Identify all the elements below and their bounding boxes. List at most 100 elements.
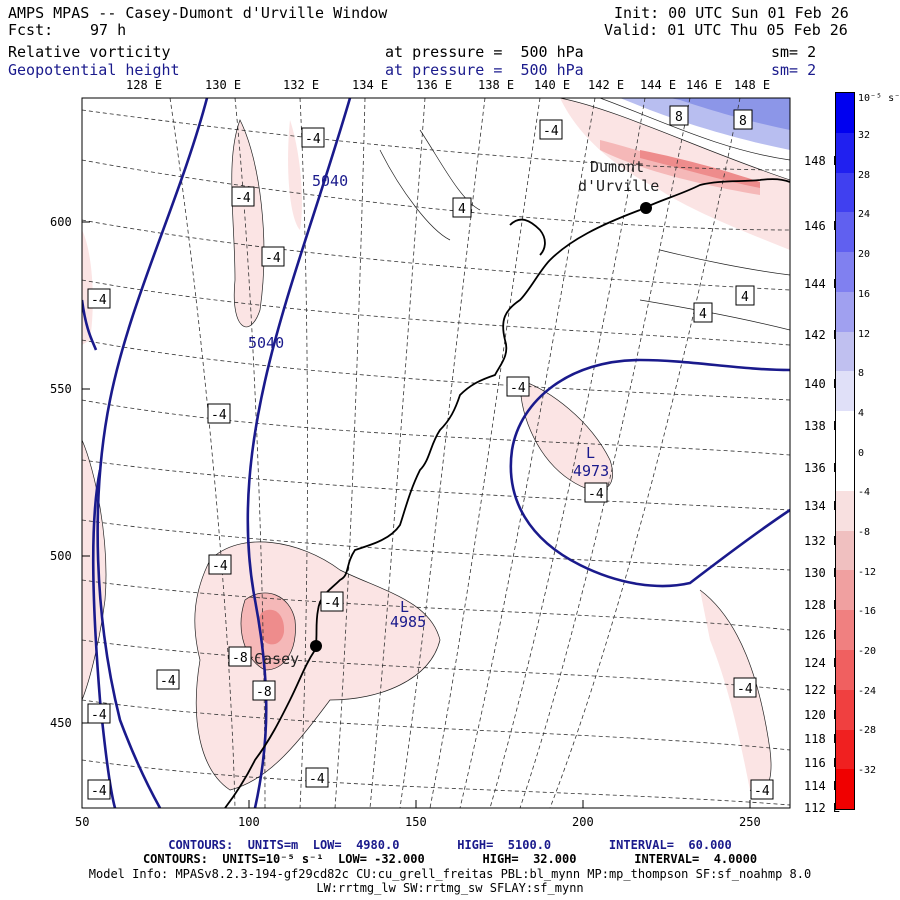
contour-label: -8 xyxy=(232,651,248,666)
colorbar-swatch xyxy=(836,93,854,133)
x-axis-label: 150 xyxy=(405,815,427,829)
colorbar-swatch xyxy=(836,331,854,372)
colorbar-label: 12 xyxy=(858,329,871,340)
height-label: 4973 xyxy=(573,462,609,480)
height-contour-info: CONTOURS: UNITS=m LOW= 4980.0 HIGH= 5100… xyxy=(168,838,732,852)
lon-label: 146 E xyxy=(686,78,723,92)
contour-label: -4 xyxy=(588,487,604,502)
station-label-dumont: Dumont xyxy=(590,158,644,176)
colorbar-swatch xyxy=(836,530,854,571)
contour-label: -4 xyxy=(211,408,227,423)
contour-label: 4 xyxy=(741,290,749,305)
y-axis-label: 600 xyxy=(50,215,72,229)
contour-label: 8 xyxy=(675,110,683,125)
contour-label: -4 xyxy=(235,191,251,206)
field2-name: Geopotential height xyxy=(8,61,180,79)
colorbar-label: -24 xyxy=(858,686,877,697)
colorbar-label: -8 xyxy=(858,527,871,538)
valid-time: Valid: 01 UTC Thu 05 Feb 26 xyxy=(604,21,848,39)
lon-label: 148 E xyxy=(734,78,771,92)
colorbar-swatch xyxy=(836,411,854,452)
colorbar-label: 0 xyxy=(858,448,865,459)
colorbar-label: -20 xyxy=(858,646,877,657)
height-contours xyxy=(82,98,790,808)
low-marker: L xyxy=(400,598,409,616)
lon-label: 138 E xyxy=(478,78,515,92)
map-content: -4 -4 -4 -4 -4 -4 -4 -4 -8 -8 -4 -4 -4 -… xyxy=(82,98,790,808)
y-axis-label: 500 xyxy=(50,549,72,563)
colorbar-label: 24 xyxy=(858,209,871,220)
height-labels: 5040 5040 4973 4985 L L xyxy=(248,172,609,631)
field1-name: Relative vorticity xyxy=(8,43,171,61)
contour-label: -4 xyxy=(324,596,340,611)
height-label: 5040 xyxy=(248,334,284,352)
contour-label: -4 xyxy=(91,293,107,308)
contour-label: -4 xyxy=(543,124,559,139)
x-axis-label: 250 xyxy=(739,815,761,829)
vorticity-shading-max xyxy=(257,150,760,645)
contour-label: -4 xyxy=(91,784,107,799)
station-label-durville: d'Urville xyxy=(578,177,659,195)
coastline xyxy=(224,178,790,808)
y-axis-label: 550 xyxy=(50,382,72,396)
lon-label: 142 E xyxy=(588,78,625,92)
lon-label: 140 E xyxy=(534,78,571,92)
colorbar-swatch xyxy=(836,212,854,253)
colorbar-label: -32 xyxy=(858,765,877,776)
field2-smoothing: sm= 2 xyxy=(771,61,817,79)
colorbar-label: 4 xyxy=(858,408,865,419)
x-axis-label: 200 xyxy=(572,815,594,829)
colorbar-swatch xyxy=(836,769,854,810)
colorbar-label: 28 xyxy=(858,170,871,181)
contour-label-boxes: -4 -4 -4 -4 -4 -4 -4 -4 -8 -8 -4 -4 -4 -… xyxy=(87,105,774,800)
vorticity-shading-positive-strong xyxy=(670,98,790,130)
contour-label: -4 xyxy=(212,559,228,574)
colorbar-swatch xyxy=(836,172,854,213)
low-marker: L xyxy=(586,444,595,462)
vorticity-contour-info: CONTOURS: UNITS=10⁻⁵ s⁻¹ LOW= -32.000 HI… xyxy=(142,852,758,866)
colorbar-swatch xyxy=(836,371,854,412)
colorbar-swatch xyxy=(836,490,854,531)
contour-label: 4 xyxy=(458,202,466,217)
lon-label: 136 E xyxy=(416,78,453,92)
colorbar-swatch xyxy=(836,291,854,332)
station-label-casey: Casey xyxy=(254,650,299,668)
colorbar-label: -12 xyxy=(858,567,877,578)
colorbar-swatch xyxy=(836,252,854,292)
colorbar-label: -28 xyxy=(858,725,877,736)
colorbar-unit: 10⁻⁵ s⁻¹ xyxy=(858,93,900,104)
contour-label: -4 xyxy=(91,708,107,723)
lon-label: 144 E xyxy=(640,78,677,92)
colorbar-label: -4 xyxy=(858,487,871,498)
field1-level: at pressure = 500 hPa xyxy=(385,43,584,61)
height-label: 5040 xyxy=(312,172,348,190)
forecast-label: Fcst: xyxy=(8,21,54,39)
y-axis-label: 450 xyxy=(50,716,72,730)
forecast-hour: 97 h xyxy=(90,21,127,39)
x-axis-label: 100 xyxy=(238,815,260,829)
colorbar-label: 32 xyxy=(858,130,871,141)
colorbar-swatch xyxy=(836,570,854,611)
contour-label: -4 xyxy=(160,674,176,689)
lon-label: 128 E xyxy=(126,78,163,92)
field1-smoothing: sm= 2 xyxy=(771,43,817,61)
contour-label: -4 xyxy=(510,381,526,396)
field2-level: at pressure = 500 hPa xyxy=(385,61,584,79)
x-axis-ticks xyxy=(81,221,751,808)
colorbar-swatch xyxy=(836,649,854,690)
x-axis-label: 50 xyxy=(75,815,90,829)
lon-label: 130 E xyxy=(205,78,242,92)
colorbar-swatch xyxy=(836,689,854,730)
colorbar-swatch xyxy=(836,729,854,770)
contour-label: -4 xyxy=(305,132,321,147)
station-dot-dumont xyxy=(640,202,652,214)
colorbar-label: 16 xyxy=(858,289,871,300)
contour-label: -8 xyxy=(256,685,272,700)
model-info: Model Info: MPASv8.2.3-194-gf29cd82c CU:… xyxy=(88,867,812,881)
contour-label: -4 xyxy=(754,784,770,799)
contour-label: -4 xyxy=(309,772,325,787)
plot-title: AMPS MPAS -- Casey-Dumont d'Urville Wind… xyxy=(8,4,388,22)
colorbar xyxy=(835,92,855,810)
vorticity-shading xyxy=(82,98,790,794)
